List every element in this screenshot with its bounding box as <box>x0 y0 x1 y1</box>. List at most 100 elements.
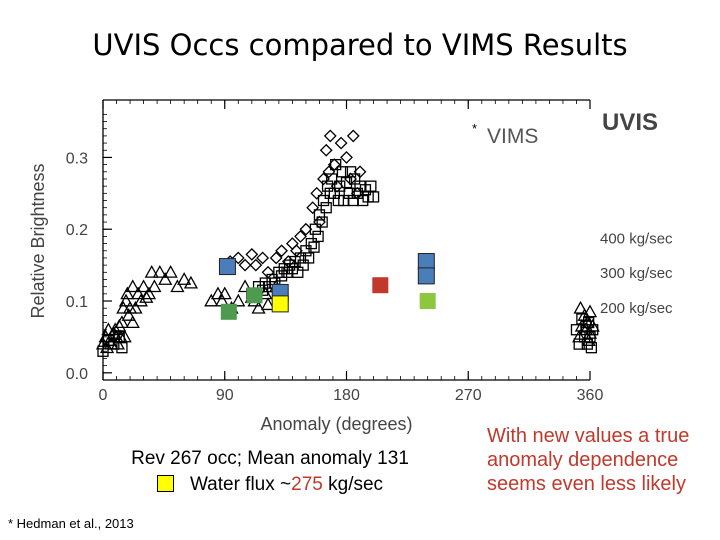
flux-label: 400 kg/sec <box>600 231 673 248</box>
vims-square-point <box>317 194 330 207</box>
vims-triangle-point <box>183 275 199 289</box>
vims-triangle-point <box>144 264 159 278</box>
vims-diamond-point <box>319 143 333 157</box>
vims-triangle-point <box>231 293 246 307</box>
vims-square-point <box>116 342 128 354</box>
vims-triangle-point <box>128 300 143 314</box>
vims-square-point <box>584 331 596 343</box>
vims-square-point <box>316 216 328 228</box>
caption-line-1: Rev 267 occ; Mean anomaly 131 <box>131 448 409 469</box>
vims-triangle-point <box>204 293 219 307</box>
vims-triangle-point <box>163 264 178 278</box>
vims-diamond-point <box>231 251 245 265</box>
vims-square-point <box>302 252 315 264</box>
yellow-square-icon <box>156 475 174 492</box>
vims-triangle-point <box>260 297 276 311</box>
vims-triangle-point <box>120 286 135 300</box>
x-tick-label: 270 <box>455 387 482 404</box>
vims-triangle-point <box>136 279 151 293</box>
vims-diamond-point <box>269 251 283 265</box>
uvis-point <box>419 293 436 310</box>
vims-square-point <box>320 202 332 214</box>
vims-square-point <box>325 173 338 185</box>
vims-diamond-point <box>285 237 299 251</box>
vims-diamond-point <box>334 136 348 150</box>
vims-triangle-point <box>582 304 598 318</box>
legend-asterisk: * <box>472 121 477 136</box>
y-tick-label: 0.1 <box>66 294 88 311</box>
uvis-point <box>271 295 289 313</box>
uvis-point <box>220 303 237 320</box>
vims-triangle-point <box>217 286 232 300</box>
vims-triangle-point <box>141 286 157 300</box>
vims-square-point <box>330 158 342 171</box>
vims-square-point <box>582 316 595 329</box>
vims-square-point <box>585 342 598 354</box>
vims-triangle-point <box>99 340 115 354</box>
vims-square-point <box>367 191 380 203</box>
vims-diamond-point <box>313 215 326 229</box>
vims-diamond-point <box>346 129 360 143</box>
vims-square-point <box>312 230 324 243</box>
vims-triangle-point <box>237 279 253 293</box>
vims-square-point <box>336 166 349 178</box>
vims-diamond-point <box>310 186 324 200</box>
vims-triangle-point <box>101 322 116 336</box>
caption-flux-suffix: kg/sec <box>322 474 384 495</box>
x-tick-label: 360 <box>577 387 604 404</box>
vims-triangle-point <box>114 315 130 329</box>
vims-square-point <box>344 166 357 178</box>
vims-square-point <box>309 223 322 235</box>
vims-diamond-point <box>306 201 320 215</box>
vims-triangle-point <box>177 272 192 285</box>
y-tick-label: 0.3 <box>66 150 88 167</box>
vims-diamond-point <box>275 244 288 258</box>
vims-diamond-point <box>340 151 353 164</box>
vims-diamond-point <box>323 129 337 143</box>
vims-triangle-point <box>121 308 136 321</box>
citation: * Hedman et al., 2013 <box>8 516 134 531</box>
flux-label: 300 kg/sec <box>600 265 673 282</box>
vims-triangle-point <box>133 293 148 307</box>
vims-diamond-point <box>238 258 252 272</box>
vims-square-point <box>308 241 320 253</box>
vims-triangle-point <box>158 272 173 285</box>
y-tick-label: 0.2 <box>66 222 88 239</box>
caption-flux-value: 275 <box>291 474 323 495</box>
vims-square-point <box>313 209 326 221</box>
vims-square-point <box>343 187 355 199</box>
flux-label: 200 kg/sec <box>600 300 673 317</box>
x-tick-label: 180 <box>333 387 360 404</box>
vims-diamond-point <box>294 229 307 243</box>
x-tick-label: 0 <box>99 387 108 404</box>
vims-square-point <box>576 313 588 325</box>
vims-square-point <box>347 194 359 207</box>
vims-diamond-point <box>299 222 313 236</box>
x-tick-label: 90 <box>216 387 234 404</box>
vims-square-point <box>305 237 317 250</box>
uvis-point <box>372 277 389 294</box>
caption-flux-prefix: Water flux ~ <box>189 474 292 495</box>
vims-triangle-point <box>147 279 162 293</box>
caption-line-2: Water flux ~275 kg/sec <box>60 472 480 498</box>
vims-square-point <box>97 345 109 357</box>
uvis-point <box>417 267 435 285</box>
uvis-point <box>218 258 236 276</box>
vims-triangle-point <box>585 318 600 332</box>
legend-vims-label: VIMS <box>487 125 538 148</box>
uvis-point <box>417 253 435 271</box>
vims-square-point <box>340 176 353 189</box>
caption: Rev 267 occ; Mean anomaly 131 Water flux… <box>60 446 480 498</box>
y-tick-label: 0.0 <box>66 366 88 383</box>
vims-square-point <box>581 338 593 350</box>
vims-triangle-point <box>152 264 167 278</box>
vims-triangle-point <box>125 315 140 329</box>
uvis-point <box>246 287 263 304</box>
vims-square-point <box>587 324 599 336</box>
x-axis-label: Anomaly (degrees) <box>260 414 412 434</box>
vims-triangle-point <box>170 279 185 293</box>
vims-triangle-point <box>116 300 131 314</box>
conclusion-text: With new values a true anomaly dependenc… <box>487 425 690 495</box>
vims-square-point <box>334 180 346 192</box>
